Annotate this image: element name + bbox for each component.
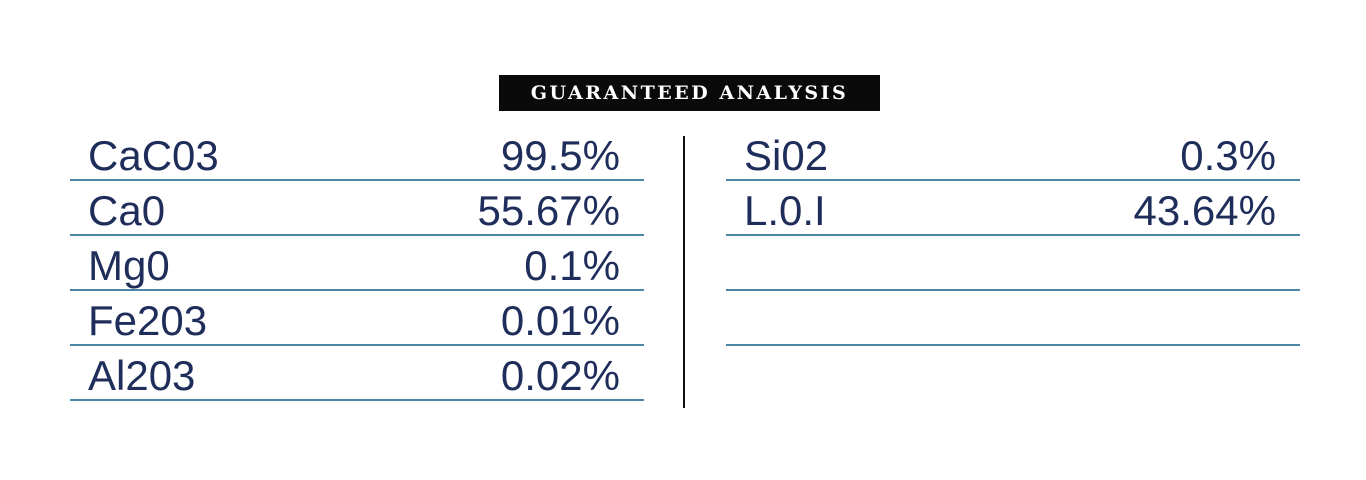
analysis-row: Fe203 0.01% (70, 291, 644, 346)
analysis-row-name: L.0.I (744, 187, 826, 234)
analysis-row: L.0.I 43.64% (726, 181, 1300, 236)
analysis-row-value: 55.67% (477, 187, 620, 234)
analysis-row-name: Si02 (744, 132, 829, 179)
title-badge: GUARANTEED ANALYSIS (499, 75, 880, 111)
analysis-row-empty (726, 236, 1300, 291)
analysis-row: Mg0 0.1% (70, 236, 644, 291)
right-column: Si02 0.3% L.0.I 43.64% (726, 126, 1300, 346)
analysis-row-name: Fe203 (88, 297, 208, 344)
analysis-row: Si02 0.3% (726, 126, 1300, 181)
analysis-row-value: 0.1% (524, 242, 620, 289)
title-text: GUARANTEED ANALYSIS (530, 82, 849, 104)
analysis-row-name: CaC03 (88, 132, 219, 179)
analysis-row: CaC03 99.5% (70, 126, 644, 181)
analysis-row-name: Ca0 (88, 187, 166, 234)
analysis-row-value: 0.3% (1180, 132, 1276, 179)
analysis-row: Ca0 55.67% (70, 181, 644, 236)
analysis-row: Al203 0.02% (70, 346, 644, 401)
left-column: CaC03 99.5% Ca0 55.67% Mg0 0.1% Fe203 0.… (70, 126, 644, 401)
analysis-row-value: 43.64% (1133, 187, 1276, 234)
analysis-row-empty (726, 291, 1300, 346)
analysis-row-value: 0.01% (500, 297, 620, 344)
column-divider (683, 136, 685, 408)
analysis-row-value: 99.5% (500, 132, 620, 179)
analysis-row-value: 0.02% (500, 352, 620, 399)
analysis-row-name: Al203 (88, 352, 196, 399)
analysis-row-name: Mg0 (88, 242, 170, 289)
